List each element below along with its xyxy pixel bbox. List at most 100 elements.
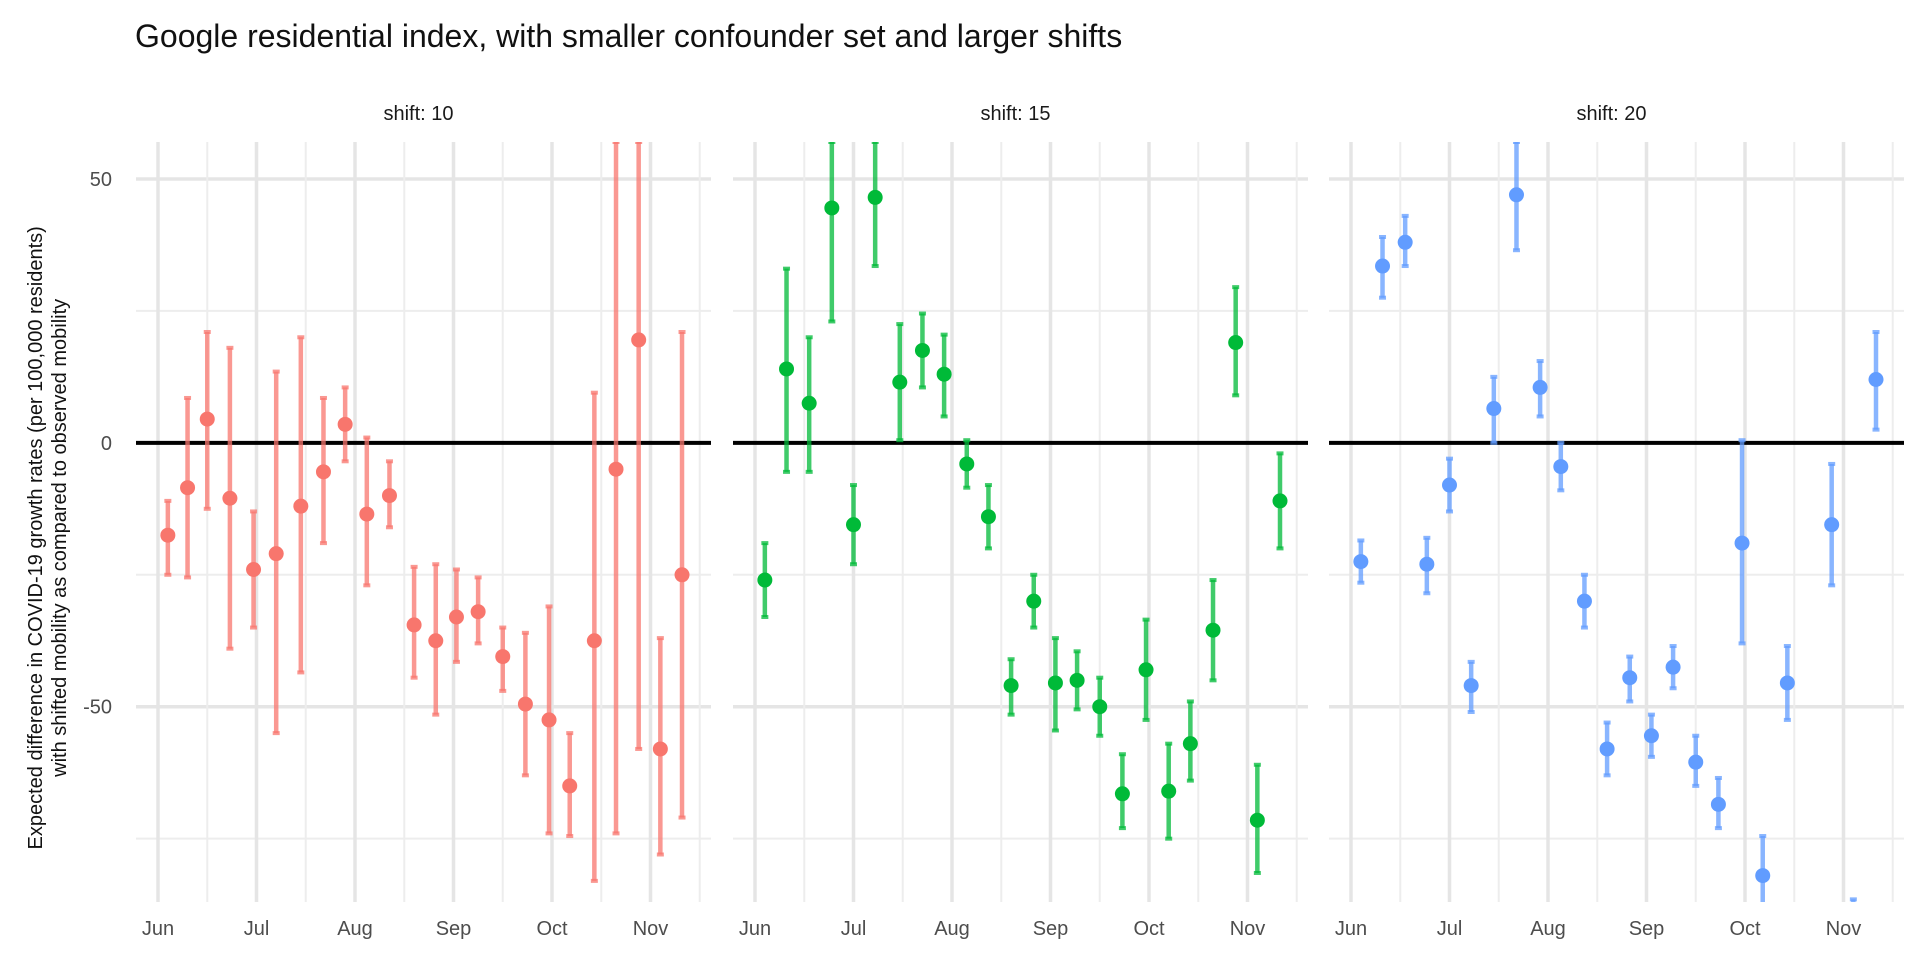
data-point [246, 562, 262, 577]
x-tick-label: Aug [337, 918, 373, 940]
y-axis-title-line: with shifted mobility as compared to obs… [49, 299, 71, 778]
x-tick-label: Aug [934, 918, 970, 940]
data-point [1868, 372, 1884, 387]
x-tick-label: Sep [1629, 918, 1665, 940]
facet-panel: shift: 15 Jun Jul Aug Sep Oct Nov [733, 103, 1308, 940]
data-point [959, 456, 975, 472]
panel-data-marks [757, 142, 1288, 875]
chart-title: Google residential index, with smaller c… [135, 18, 1123, 54]
data-point [562, 778, 578, 794]
errorbar [828, 142, 836, 324]
data-point [1688, 754, 1704, 770]
y-tick-label: -50 [83, 697, 112, 719]
data-point [936, 366, 952, 382]
data-point [846, 517, 861, 533]
facet-panel: shift: 10 Jun Jul Aug Sep Oct Nov [136, 103, 711, 940]
data-point [801, 395, 817, 411]
data-point [199, 411, 215, 427]
data-point [517, 696, 533, 712]
data-point [1161, 783, 1177, 799]
errorbar [635, 142, 643, 751]
data-point [222, 490, 238, 506]
data-point [892, 374, 908, 390]
data-point [1047, 675, 1063, 691]
facet-strip-label: shift: 15 [980, 103, 1050, 125]
data-point [541, 712, 557, 728]
panel-data-marks [160, 142, 690, 883]
data-point [867, 189, 883, 205]
data-point [757, 572, 773, 588]
facet-panel: shift: 20 Jun Jul Aug Sep Oct Nov [1329, 103, 1904, 940]
x-tick-label: Oct [536, 918, 568, 940]
x-tick-label: Jul [1437, 918, 1463, 940]
data-point [406, 617, 422, 633]
data-point [1486, 401, 1502, 417]
data-point [779, 361, 795, 377]
data-point [1205, 622, 1221, 638]
data-point [160, 527, 176, 543]
x-tick-label: Sep [436, 918, 472, 940]
data-point [652, 741, 668, 757]
data-point [824, 200, 840, 216]
data-point [1710, 796, 1726, 812]
data-point [470, 604, 486, 620]
data-point [1353, 554, 1369, 570]
data-point [1397, 234, 1413, 250]
data-point [1114, 786, 1130, 802]
data-point [1824, 517, 1840, 533]
data-point [495, 649, 511, 665]
data-point [180, 480, 196, 496]
facet-strip-label: shift: 20 [1576, 103, 1646, 125]
facet-strip-label: shift: 10 [383, 103, 453, 125]
data-point [1576, 593, 1592, 609]
x-tick-label: Nov [633, 918, 669, 940]
x-tick-label: Nov [1230, 918, 1266, 940]
data-point [1734, 535, 1750, 551]
data-point [1532, 379, 1548, 395]
data-point [315, 464, 331, 480]
y-tick-label: 0 [101, 433, 112, 455]
data-point [1069, 672, 1085, 688]
data-point [293, 498, 309, 514]
data-point [1249, 812, 1265, 828]
data-point [359, 506, 375, 522]
data-point [1272, 493, 1288, 509]
x-tick-label: Jun [739, 918, 771, 940]
x-tick-label: Jun [1335, 918, 1367, 940]
data-point [1442, 477, 1457, 493]
data-point [428, 633, 444, 649]
data-point [631, 332, 647, 348]
data-point [448, 609, 464, 625]
data-point [1228, 335, 1244, 351]
data-point [1182, 736, 1198, 752]
data-point [1779, 675, 1795, 691]
x-tick-label: Nov [1826, 918, 1862, 940]
data-point [608, 461, 624, 477]
x-tick-label: Jun [142, 918, 174, 940]
data-point [268, 546, 284, 562]
data-point [1622, 670, 1638, 686]
data-point [1643, 728, 1659, 744]
data-point [381, 488, 397, 504]
data-point [337, 416, 353, 432]
data-point [1508, 187, 1524, 203]
x-tick-label: Oct [1133, 918, 1165, 940]
data-point [1599, 741, 1615, 757]
data-point [1553, 459, 1569, 475]
data-point [1026, 593, 1042, 609]
x-tick-label: Jul [841, 918, 867, 940]
data-point [1138, 662, 1154, 678]
data-point [1003, 678, 1019, 694]
panel-data-marks [1353, 142, 1884, 902]
errorbar [1849, 897, 1857, 902]
data-point [1755, 868, 1771, 884]
data-point [1463, 678, 1479, 694]
errorbar [612, 142, 620, 836]
x-tick-label: Oct [1729, 918, 1761, 940]
data-point [1092, 699, 1108, 715]
data-point [1665, 659, 1681, 675]
data-point [586, 633, 602, 649]
x-tick-label: Aug [1530, 918, 1566, 940]
